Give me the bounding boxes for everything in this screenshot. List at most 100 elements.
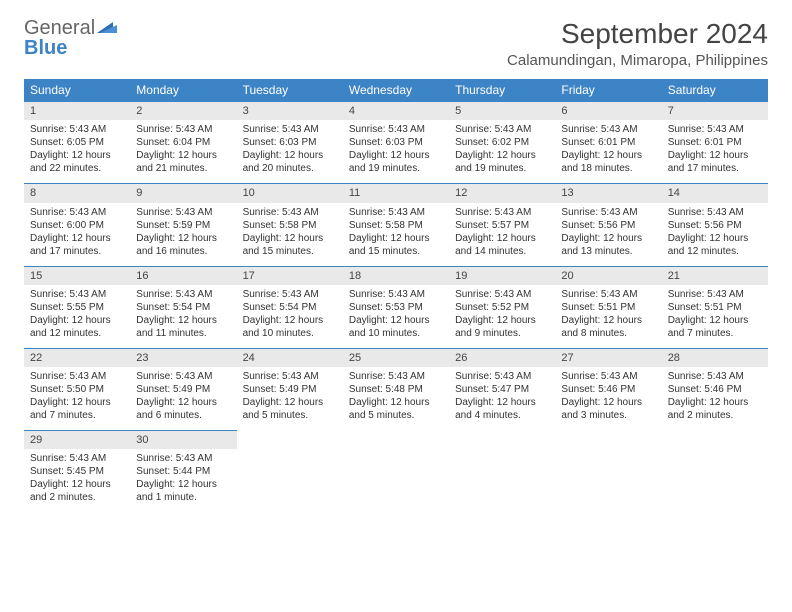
day-line-d2: and 6 minutes. bbox=[136, 409, 230, 422]
day-details: Sunrise: 5:43 AMSunset: 5:54 PMDaylight:… bbox=[130, 285, 236, 348]
day-line-d2: and 12 minutes. bbox=[668, 245, 762, 258]
day-line-d2: and 20 minutes. bbox=[243, 162, 337, 175]
day-line-d2: and 16 minutes. bbox=[136, 245, 230, 258]
calendar-day-cell: 18Sunrise: 5:43 AMSunset: 5:53 PMDayligh… bbox=[343, 266, 449, 348]
day-line-ss: Sunset: 5:56 PM bbox=[561, 219, 655, 232]
day-number: 19 bbox=[449, 266, 555, 285]
day-number: 25 bbox=[343, 348, 449, 367]
calendar-day-cell: 4Sunrise: 5:43 AMSunset: 6:03 PMDaylight… bbox=[343, 101, 449, 183]
day-line-sr: Sunrise: 5:43 AM bbox=[243, 206, 337, 219]
day-line-d2: and 12 minutes. bbox=[30, 327, 124, 340]
calendar-day-cell bbox=[449, 430, 555, 512]
day-number: 15 bbox=[24, 266, 130, 285]
day-details: Sunrise: 5:43 AMSunset: 5:46 PMDaylight:… bbox=[555, 367, 661, 430]
day-line-ss: Sunset: 6:01 PM bbox=[668, 136, 762, 149]
day-line-ss: Sunset: 5:54 PM bbox=[243, 301, 337, 314]
day-line-sr: Sunrise: 5:43 AM bbox=[561, 370, 655, 383]
day-number: 6 bbox=[555, 101, 661, 120]
day-line-d2: and 7 minutes. bbox=[30, 409, 124, 422]
day-line-ss: Sunset: 5:53 PM bbox=[349, 301, 443, 314]
day-details: Sunrise: 5:43 AMSunset: 6:05 PMDaylight:… bbox=[24, 120, 130, 183]
weekday-header-row: Sunday Monday Tuesday Wednesday Thursday… bbox=[24, 79, 768, 101]
calendar-day-cell: 21Sunrise: 5:43 AMSunset: 5:51 PMDayligh… bbox=[662, 266, 768, 348]
calendar-day-cell: 28Sunrise: 5:43 AMSunset: 5:46 PMDayligh… bbox=[662, 348, 768, 430]
calendar-day-cell bbox=[662, 430, 768, 512]
day-line-d2: and 13 minutes. bbox=[561, 245, 655, 258]
weekday-header: Friday bbox=[555, 79, 661, 101]
calendar-day-cell: 5Sunrise: 5:43 AMSunset: 6:02 PMDaylight… bbox=[449, 101, 555, 183]
calendar-day-cell: 16Sunrise: 5:43 AMSunset: 5:54 PMDayligh… bbox=[130, 266, 236, 348]
day-line-sr: Sunrise: 5:43 AM bbox=[243, 288, 337, 301]
calendar-table: Sunday Monday Tuesday Wednesday Thursday… bbox=[24, 79, 768, 512]
calendar-day-cell: 14Sunrise: 5:43 AMSunset: 5:56 PMDayligh… bbox=[662, 183, 768, 265]
day-line-d1: Daylight: 12 hours bbox=[455, 232, 549, 245]
day-line-sr: Sunrise: 5:43 AM bbox=[455, 123, 549, 136]
day-line-d2: and 2 minutes. bbox=[668, 409, 762, 422]
day-line-d1: Daylight: 12 hours bbox=[455, 396, 549, 409]
day-line-d1: Daylight: 12 hours bbox=[30, 396, 124, 409]
day-line-d1: Daylight: 12 hours bbox=[349, 396, 443, 409]
day-number: 16 bbox=[130, 266, 236, 285]
calendar-day-cell: 17Sunrise: 5:43 AMSunset: 5:54 PMDayligh… bbox=[237, 266, 343, 348]
day-details: Sunrise: 5:43 AMSunset: 5:48 PMDaylight:… bbox=[343, 367, 449, 430]
day-details: Sunrise: 5:43 AMSunset: 5:50 PMDaylight:… bbox=[24, 367, 130, 430]
day-details: Sunrise: 5:43 AMSunset: 5:51 PMDaylight:… bbox=[662, 285, 768, 348]
calendar-week-row: 1Sunrise: 5:43 AMSunset: 6:05 PMDaylight… bbox=[24, 101, 768, 183]
day-line-d1: Daylight: 12 hours bbox=[30, 149, 124, 162]
calendar-day-cell: 23Sunrise: 5:43 AMSunset: 5:49 PMDayligh… bbox=[130, 348, 236, 430]
day-number: 10 bbox=[237, 183, 343, 202]
day-number: 4 bbox=[343, 101, 449, 120]
day-line-d2: and 19 minutes. bbox=[455, 162, 549, 175]
day-line-d1: Daylight: 12 hours bbox=[136, 478, 230, 491]
day-line-sr: Sunrise: 5:43 AM bbox=[30, 288, 124, 301]
day-line-sr: Sunrise: 5:43 AM bbox=[136, 206, 230, 219]
day-line-d1: Daylight: 12 hours bbox=[349, 149, 443, 162]
day-line-ss: Sunset: 6:04 PM bbox=[136, 136, 230, 149]
day-line-ss: Sunset: 5:46 PM bbox=[668, 383, 762, 396]
weekday-header: Saturday bbox=[662, 79, 768, 101]
calendar-day-cell: 3Sunrise: 5:43 AMSunset: 6:03 PMDaylight… bbox=[237, 101, 343, 183]
day-line-d1: Daylight: 12 hours bbox=[668, 149, 762, 162]
day-line-sr: Sunrise: 5:43 AM bbox=[561, 123, 655, 136]
day-details: Sunrise: 5:43 AMSunset: 6:01 PMDaylight:… bbox=[662, 120, 768, 183]
calendar-day-cell: 9Sunrise: 5:43 AMSunset: 5:59 PMDaylight… bbox=[130, 183, 236, 265]
day-details: Sunrise: 5:43 AMSunset: 5:58 PMDaylight:… bbox=[237, 203, 343, 266]
day-number: 29 bbox=[24, 430, 130, 449]
day-line-sr: Sunrise: 5:43 AM bbox=[136, 452, 230, 465]
day-line-d2: and 8 minutes. bbox=[561, 327, 655, 340]
calendar-day-cell: 10Sunrise: 5:43 AMSunset: 5:58 PMDayligh… bbox=[237, 183, 343, 265]
calendar-day-cell bbox=[343, 430, 449, 512]
month-title: September 2024 bbox=[507, 18, 768, 50]
day-number: 13 bbox=[555, 183, 661, 202]
day-line-d1: Daylight: 12 hours bbox=[136, 232, 230, 245]
day-details: Sunrise: 5:43 AMSunset: 6:02 PMDaylight:… bbox=[449, 120, 555, 183]
day-line-d1: Daylight: 12 hours bbox=[243, 149, 337, 162]
calendar-day-cell: 20Sunrise: 5:43 AMSunset: 5:51 PMDayligh… bbox=[555, 266, 661, 348]
day-line-ss: Sunset: 5:49 PM bbox=[136, 383, 230, 396]
day-line-d1: Daylight: 12 hours bbox=[30, 314, 124, 327]
day-line-d1: Daylight: 12 hours bbox=[668, 232, 762, 245]
calendar-day-cell: 22Sunrise: 5:43 AMSunset: 5:50 PMDayligh… bbox=[24, 348, 130, 430]
day-line-d2: and 15 minutes. bbox=[243, 245, 337, 258]
day-details: Sunrise: 5:43 AMSunset: 5:56 PMDaylight:… bbox=[662, 203, 768, 266]
calendar-day-cell: 6Sunrise: 5:43 AMSunset: 6:01 PMDaylight… bbox=[555, 101, 661, 183]
day-details: Sunrise: 5:43 AMSunset: 5:47 PMDaylight:… bbox=[449, 367, 555, 430]
day-line-d1: Daylight: 12 hours bbox=[30, 478, 124, 491]
day-details: Sunrise: 5:43 AMSunset: 5:51 PMDaylight:… bbox=[555, 285, 661, 348]
day-number: 26 bbox=[449, 348, 555, 367]
day-line-d1: Daylight: 12 hours bbox=[561, 149, 655, 162]
day-line-sr: Sunrise: 5:43 AM bbox=[30, 123, 124, 136]
weekday-header: Thursday bbox=[449, 79, 555, 101]
day-line-sr: Sunrise: 5:43 AM bbox=[136, 370, 230, 383]
day-number: 9 bbox=[130, 183, 236, 202]
day-number: 7 bbox=[662, 101, 768, 120]
day-details: Sunrise: 5:43 AMSunset: 5:54 PMDaylight:… bbox=[237, 285, 343, 348]
day-line-sr: Sunrise: 5:43 AM bbox=[455, 370, 549, 383]
day-line-ss: Sunset: 5:58 PM bbox=[243, 219, 337, 232]
day-line-sr: Sunrise: 5:43 AM bbox=[668, 123, 762, 136]
day-number: 18 bbox=[343, 266, 449, 285]
title-block: September 2024 Calamundingan, Mimaropa, … bbox=[507, 18, 768, 69]
day-details: Sunrise: 5:43 AMSunset: 5:55 PMDaylight:… bbox=[24, 285, 130, 348]
day-number: 22 bbox=[24, 348, 130, 367]
day-line-d1: Daylight: 12 hours bbox=[136, 149, 230, 162]
